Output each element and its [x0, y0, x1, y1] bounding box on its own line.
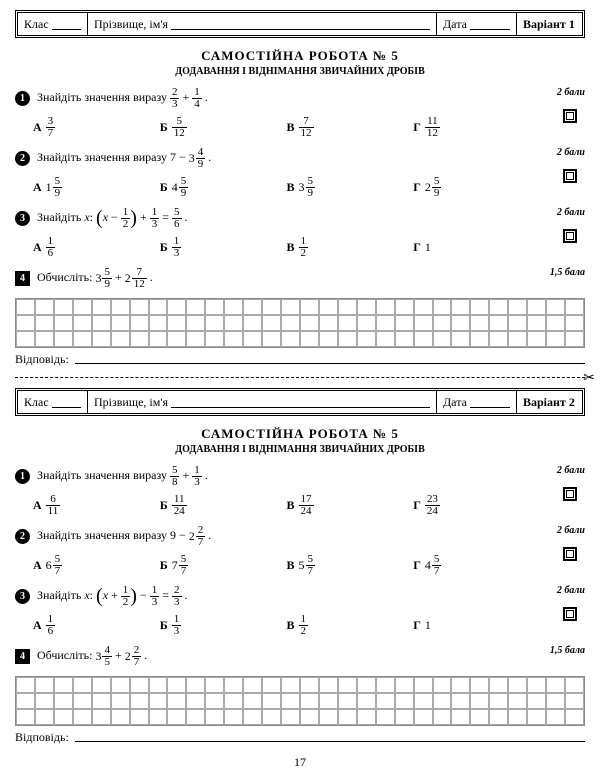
answer-box[interactable] — [563, 229, 577, 243]
question-4: 4 Обчисліть: 359 + 2712 . 1,5 бала — [15, 267, 585, 290]
points: 2 бали — [557, 147, 585, 158]
question-4-v2: 4 Обчисліть: 345 + 227 . 1,5 бала — [15, 645, 585, 668]
question-1-v2: 1 Знайдіть значення виразу 58 + 13 . 2 б… — [15, 465, 585, 517]
header-v2: Клас Прізвище, ім'я Дата Варіант 2 — [15, 388, 585, 416]
header-v1: Клас Прізвище, ім'я Дата Варіант 1 — [15, 10, 585, 38]
question-1: 1 Знайдіть значення виразу 23 + 14 . 2 б… — [15, 87, 585, 139]
answer-label: Відповідь: — [15, 352, 69, 367]
date-label: Дата — [443, 17, 467, 32]
q-number: 1 — [15, 91, 30, 106]
work-title: САМОСТІЙНА РОБОТА № 5 — [15, 48, 585, 64]
question-3: 3 Знайдіть x: (x − 12) + 13 = 56 . 2 бал… — [15, 207, 585, 259]
question-2-v2: 2 Знайдіть значення виразу 9 − 227 . 2 б… — [15, 525, 585, 577]
work-grid[interactable] — [15, 298, 585, 348]
q-number: 4 — [15, 271, 30, 286]
variant-label: Варіант 1 — [523, 17, 575, 32]
answer-box[interactable] — [563, 109, 577, 123]
q-number: 3 — [15, 211, 30, 226]
question-2: 2 Знайдіть значення виразу 7 − 349 . 2 б… — [15, 147, 585, 199]
points: 2 бали — [557, 87, 585, 98]
class-field[interactable] — [52, 18, 81, 30]
date-field[interactable] — [470, 18, 510, 30]
q-number: 2 — [15, 151, 30, 166]
cut-line — [15, 377, 585, 378]
answer-field[interactable] — [75, 352, 585, 364]
name-field[interactable] — [171, 18, 430, 30]
work-subtitle: ДОДАВАННЯ І ВІДНІМАННЯ ЗВИЧАЙНИХ ДРОБІВ — [15, 66, 585, 77]
points: 1,5 бала — [550, 267, 585, 278]
points: 2 бали — [557, 207, 585, 218]
class-label: Клас — [24, 17, 49, 32]
question-3-v2: 3 Знайдіть x: (x + 12) − 13 = 23 . 2 бал… — [15, 585, 585, 637]
name-label: Прізвище, ім'я — [94, 17, 168, 32]
page-number: 17 — [15, 755, 585, 770]
work-grid-v2[interactable] — [15, 676, 585, 726]
answer-box[interactable] — [563, 169, 577, 183]
